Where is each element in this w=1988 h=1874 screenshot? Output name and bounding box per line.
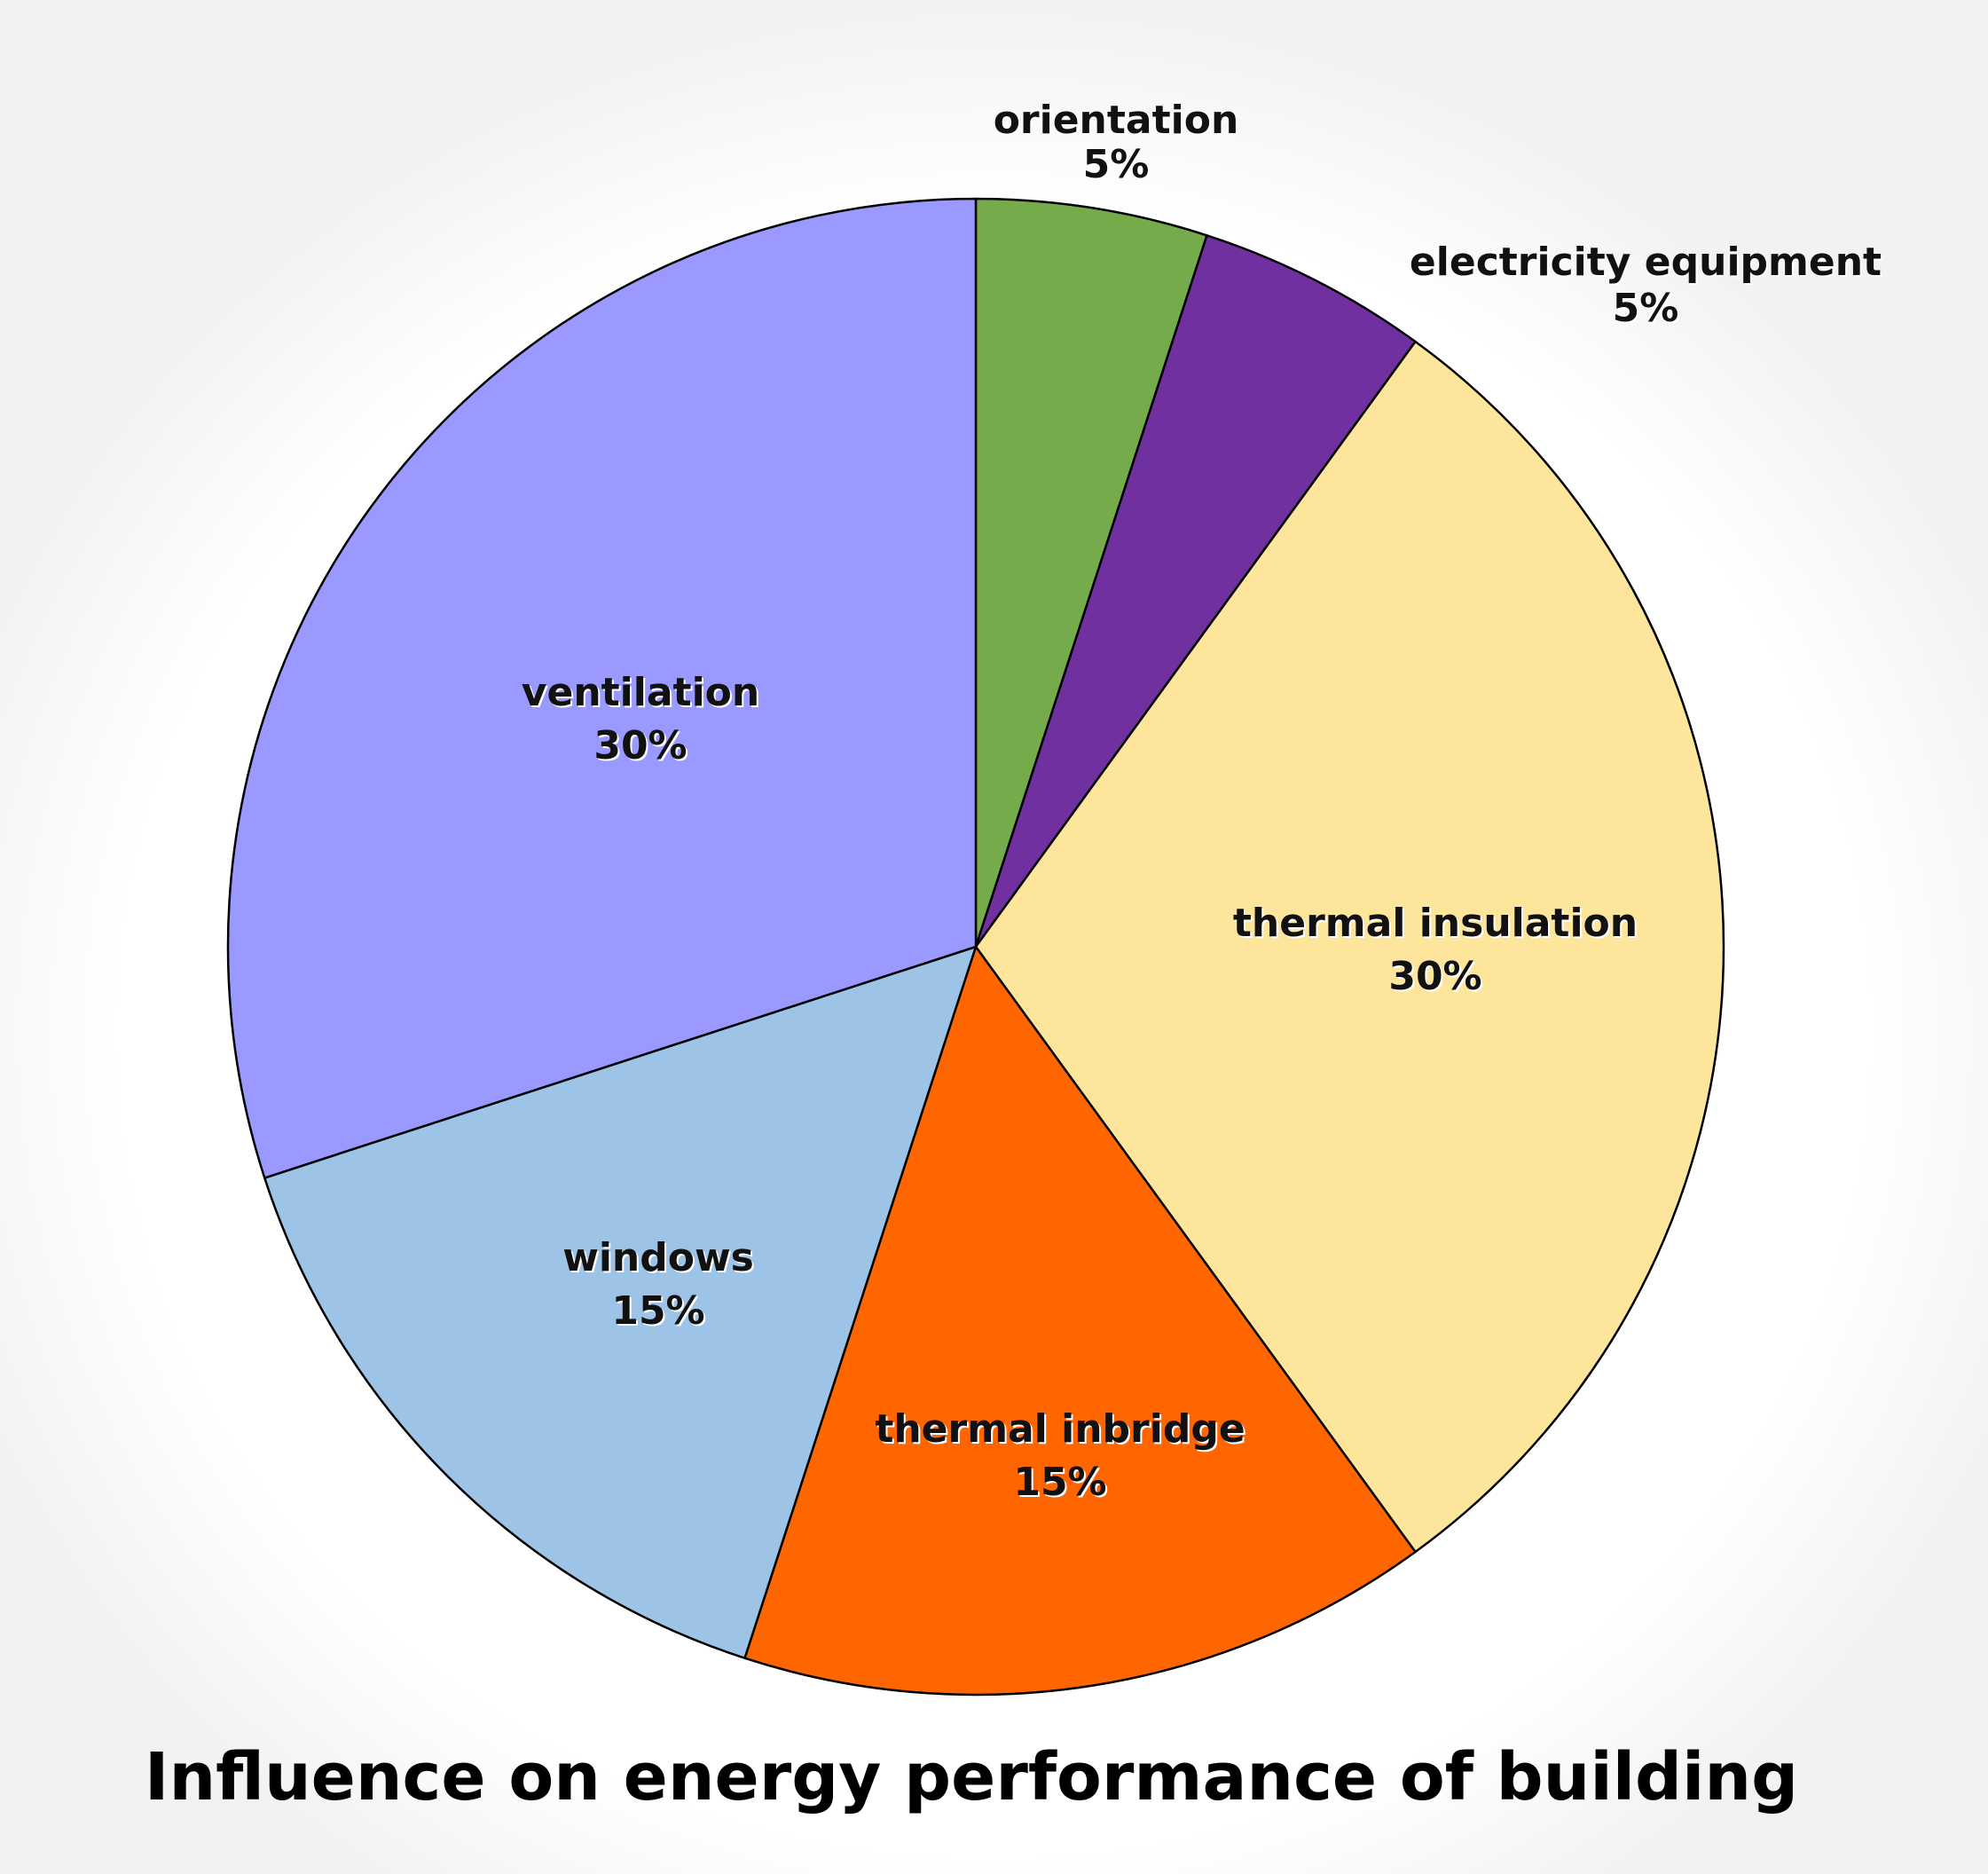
slice-value-electricity-equipment: 5%	[1613, 286, 1679, 331]
slice-value-thermal-insulation: 30%	[1388, 954, 1481, 999]
slice-label-shadow-ventilation: ventilation	[523, 672, 761, 717]
slice-label-electricity-equipment: electricity equipment	[1410, 240, 1882, 285]
slice-thermal-inbridge	[743, 945, 1417, 1697]
slice-label-thermal-insulation: thermal insulation	[1233, 901, 1638, 946]
slice-label-shadow-windows: windows	[564, 1237, 756, 1282]
slice-value-orientation: 5%	[1083, 142, 1150, 187]
slice-value-shadow-windows: 15%	[613, 1290, 706, 1335]
slice-label-shadow-orientation: orientation	[995, 99, 1241, 145]
slice-ventilation	[226, 197, 978, 1179]
slice-value-windows: 15%	[611, 1288, 704, 1334]
slice-label-shadow-electricity-equipment: electricity equipment	[1411, 241, 1883, 287]
slice-label-shadow-thermal-inbridge: thermal inbridge	[876, 1408, 1246, 1453]
slice-electricity-equipment	[974, 234, 1417, 949]
slice-label-windows: windows	[562, 1235, 754, 1280]
slice-value-thermal-inbridge: 15%	[1013, 1460, 1106, 1505]
slice-value-shadow-thermal-insulation: 30%	[1390, 956, 1483, 1001]
slice-label-shadow-thermal-insulation: thermal insulation	[1235, 902, 1639, 948]
slice-label-ventilation: ventilation	[522, 670, 759, 715]
slice-label-thermal-inbridge: thermal inbridge	[875, 1406, 1245, 1452]
slice-value-shadow-electricity-equipment: 5%	[1615, 287, 1681, 333]
slice-value-shadow-ventilation: 30%	[595, 725, 688, 770]
slice-value-shadow-thermal-inbridge: 15%	[1015, 1461, 1108, 1507]
slice-label-orientation: orientation	[994, 98, 1239, 143]
slice-value-shadow-orientation: 5%	[1085, 144, 1151, 189]
slice-windows	[263, 945, 978, 1659]
chart-title: Influence on energy performance of build…	[145, 1739, 1798, 1815]
pie-slices	[226, 197, 1725, 1697]
slice-orientation	[974, 197, 1208, 949]
slice-thermal-insulation	[974, 340, 1725, 1554]
slice-value-ventilation: 30%	[593, 723, 687, 768]
